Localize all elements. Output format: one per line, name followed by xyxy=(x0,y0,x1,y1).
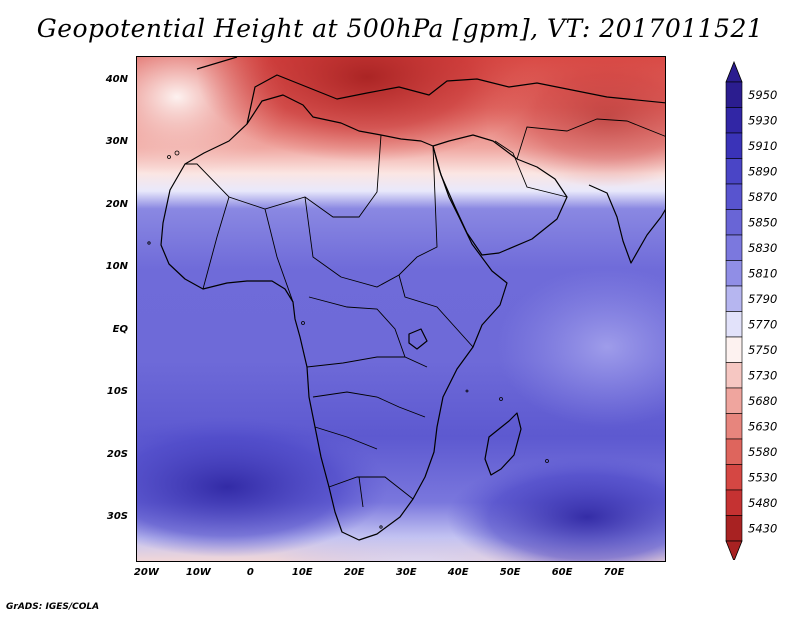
lon-tick-label: 20E xyxy=(343,567,365,578)
lon-tick-label: 50E xyxy=(499,567,521,578)
color-legend: 5950 5930 5910 5890 5870 5850 5830 5810 5790 5770… xyxy=(725,60,777,560)
colorbar-box xyxy=(725,464,743,491)
lon-tick-label: 60E xyxy=(551,567,573,578)
colorbar-box xyxy=(725,311,743,338)
arabia-coastline xyxy=(432,134,568,256)
colorbar-level-label: 5580 xyxy=(748,445,777,459)
lat-tick-label: 20S xyxy=(106,448,128,460)
colorbar-level-label: 5680 xyxy=(748,394,777,408)
colorbar-level-label: 5830 xyxy=(748,241,777,255)
colorbar-bottom-arrow xyxy=(725,540,743,560)
colorbar-level-label: 5910 xyxy=(748,139,777,153)
colorbar-box xyxy=(725,438,743,465)
grads-credit: GrADS: IGES/COLA xyxy=(6,602,100,612)
india-coastline xyxy=(588,184,665,264)
africa-coastline xyxy=(160,94,508,541)
colorbar-level-label: 5770 xyxy=(748,317,777,331)
colorbar-level-label: 5790 xyxy=(748,292,777,306)
colorbar-box xyxy=(725,81,743,108)
lat-tick-label: 30N xyxy=(105,136,128,148)
colorbar-box xyxy=(725,413,743,440)
geopotential-field xyxy=(137,57,665,561)
colorbar-top-arrow xyxy=(725,60,743,83)
lon-tick-label: 0 xyxy=(246,567,254,578)
lat-tick-label: 20N xyxy=(105,198,128,210)
colorbar-box xyxy=(725,285,743,312)
islands xyxy=(147,150,549,529)
colorbar-box xyxy=(725,362,743,389)
coastlines xyxy=(160,57,665,541)
colorbar-box xyxy=(725,515,743,542)
colorbar-level-label: 5730 xyxy=(748,368,777,382)
low-height-asia xyxy=(487,57,665,187)
colorbar-level-label: 5930 xyxy=(748,113,777,127)
lon-tick-label: 40E xyxy=(447,567,469,578)
colorbar-level-label: 5810 xyxy=(748,266,777,280)
lat-tick-label: 40N xyxy=(105,73,128,85)
europe-coastline xyxy=(196,57,665,125)
colorbar-box xyxy=(725,132,743,159)
lat-tick-label: 30S xyxy=(106,511,128,523)
lon-tick-label: 20W xyxy=(133,567,159,578)
colorbar-level-label: 5750 xyxy=(748,343,777,357)
colorbar-box xyxy=(725,209,743,236)
colorbar-level-label: 5430 xyxy=(748,521,777,535)
colorbar-box xyxy=(725,107,743,134)
high-height-indian-ocean xyxy=(447,457,665,561)
lon-tick-label: 10E xyxy=(291,567,313,578)
colorbar-box xyxy=(725,260,743,287)
colorbar-level-label: 5850 xyxy=(748,215,777,229)
lighter-region-indian-ocean xyxy=(497,267,665,427)
colorbar-box xyxy=(725,158,743,185)
colorbar-level-label: 5950 xyxy=(748,88,777,102)
lake-victoria xyxy=(408,328,428,350)
lat-tick-label: 10N xyxy=(105,261,128,273)
colorbar-level-label: 5530 xyxy=(748,470,777,484)
colorbar-box xyxy=(725,183,743,210)
map-title: Geopotential Height at 500hPa [gpm], VT:… xyxy=(36,14,764,43)
lon-tick-label: 30E xyxy=(395,567,417,578)
colorbar-box xyxy=(725,489,743,516)
low-height-mediterranean xyxy=(197,57,537,162)
colorbar-box xyxy=(725,234,743,261)
lat-tick-label: 10S xyxy=(106,386,128,398)
madagascar-coastline xyxy=(484,412,522,476)
lon-tick-label: 70E xyxy=(603,567,625,578)
colorbar-box xyxy=(725,336,743,363)
colorbar-box xyxy=(725,387,743,414)
colorbar-level-label: 5870 xyxy=(748,190,777,204)
high-height-south-atlantic xyxy=(137,417,387,557)
pale-region-south xyxy=(272,532,562,561)
colorbar-level-label: 5480 xyxy=(748,496,777,510)
country-borders xyxy=(185,118,665,508)
lat-tick-label: EQ xyxy=(112,323,128,335)
colorbar-level-label: 5890 xyxy=(748,164,777,178)
lon-tick-label: 10W xyxy=(185,567,211,578)
map-plot xyxy=(136,56,666,562)
colorbar-level-label: 5630 xyxy=(748,419,777,433)
